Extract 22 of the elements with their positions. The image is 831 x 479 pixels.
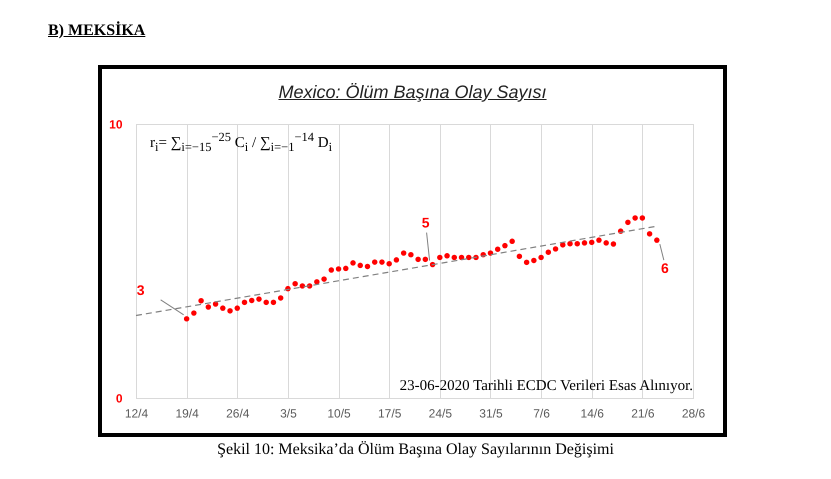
text: B) MEKSİKA [48, 22, 146, 40]
x-tick-label: 12/4 [124, 406, 148, 420]
x-tick-label: 24/5 [428, 406, 452, 420]
annotation: 23-06-2020 Tarihli ECDC Verileri Esas Alınıyor. [400, 378, 693, 395]
x-tick-label: 26/4 [226, 406, 250, 420]
x-tick-label: 14/6 [580, 406, 604, 420]
y-tick-label: 10 [109, 118, 123, 132]
annotation: 3 [136, 282, 145, 298]
x-tick-label: 3/5 [280, 406, 298, 420]
x-tick-label: 17/5 [378, 406, 402, 420]
annotation: 5 [422, 214, 430, 231]
annotation: 6 [660, 260, 669, 276]
x-tick-label: 28/6 [682, 406, 706, 420]
text: Şekil 10: Meksika’da Ölüm Başına Olay Sayılarının Değişimi [216, 441, 615, 459]
x-tick-label: 31/5 [479, 406, 503, 420]
x-tick-label: 7/6 [533, 406, 550, 420]
x-tick-label: 10/5 [327, 406, 352, 420]
y-tick-label: 0 [116, 392, 123, 406]
text: r$_{i}$= ∑$_{i=−15}$$^{−25}$ C$_{i}$ / ∑$_{i=−1}$$^{−14}$ D$_{i}$ [150, 130, 332, 154]
x-tick-label: 19/4 [175, 406, 200, 420]
x-tick-label: 21/6 [631, 406, 655, 420]
chart-title: Mexico: Ölüm Başına Olay Sayısı [277, 82, 548, 103]
